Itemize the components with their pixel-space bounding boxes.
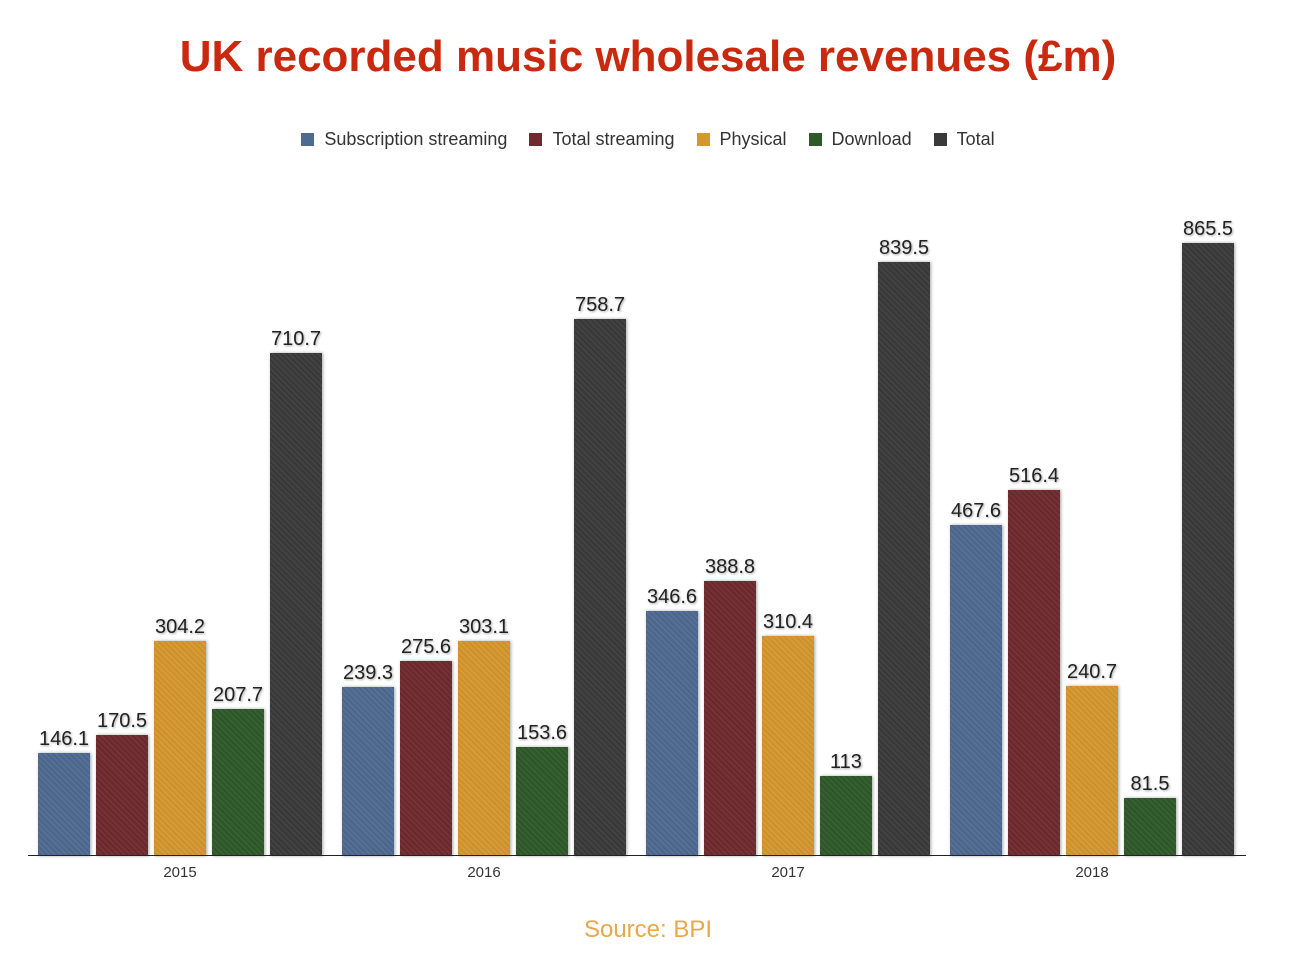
data-label: 865.5 bbox=[1182, 218, 1234, 241]
bar-total-2018 bbox=[1182, 243, 1234, 856]
bar-total-2017 bbox=[878, 261, 930, 856]
data-label: 467.6 bbox=[950, 499, 1002, 522]
data-label: 346.6 bbox=[646, 585, 698, 608]
data-label: 153.6 bbox=[516, 722, 568, 745]
legend-item-subscription-streaming: Subscription streaming bbox=[301, 129, 507, 150]
legend-label: Download bbox=[831, 129, 912, 149]
data-label: 275.6 bbox=[400, 635, 452, 658]
legend-swatch bbox=[529, 133, 543, 146]
bar-subscription-streaming-2016 bbox=[342, 686, 394, 856]
bar-subscription-streaming-2018 bbox=[950, 524, 1002, 856]
legend-swatch bbox=[301, 133, 315, 146]
bar-total-streaming-2017 bbox=[704, 580, 756, 856]
plot-area: 146.1 170.5 304.2 207.7 710.7 239.3 275.6 303.1… bbox=[28, 180, 1246, 856]
data-label: 310.4 bbox=[762, 611, 814, 634]
source-note: Source: BPI bbox=[583, 916, 713, 943]
legend-label: Total bbox=[956, 129, 995, 149]
legend-label: Subscription streaming bbox=[324, 129, 508, 149]
bar-total-streaming-2016 bbox=[400, 660, 452, 856]
x-tick-label: 2017 bbox=[771, 864, 805, 881]
bar-physical-2015 bbox=[154, 640, 206, 856]
bar-physical-2016 bbox=[458, 641, 510, 856]
bar-download-2016 bbox=[516, 747, 568, 856]
data-label: 81.5 bbox=[1130, 773, 1170, 796]
bar-download-2015 bbox=[212, 708, 264, 856]
chart-title: UK recorded music wholesale revenues (£m… bbox=[179, 32, 1117, 81]
legend-item-total-streaming: Total streaming bbox=[529, 129, 675, 150]
data-label: 388.8 bbox=[704, 555, 756, 578]
x-tick-label: 2018 bbox=[1075, 864, 1109, 881]
x-tick-label: 2015 bbox=[163, 864, 197, 881]
data-label: 710.7 bbox=[270, 327, 322, 350]
data-label: 239.3 bbox=[342, 661, 394, 684]
bar-total-2016 bbox=[574, 318, 626, 856]
data-label: 170.5 bbox=[96, 710, 148, 733]
legend-item-physical: Physical bbox=[696, 129, 787, 150]
legend-item-total: Total bbox=[933, 129, 995, 150]
data-label: 758.7 bbox=[574, 293, 626, 316]
bar-download-2018 bbox=[1124, 798, 1176, 856]
x-tick-label: 2016 bbox=[467, 864, 501, 881]
data-label: 839.5 bbox=[878, 236, 930, 259]
legend-label: Physical bbox=[719, 129, 787, 149]
bar-physical-2017 bbox=[762, 636, 814, 856]
data-label: 516.4 bbox=[1008, 465, 1060, 488]
bar-total-streaming-2018 bbox=[1008, 490, 1060, 856]
bar-total-streaming-2015 bbox=[96, 735, 148, 856]
legend-swatch bbox=[808, 133, 822, 146]
x-axis-line bbox=[28, 855, 1246, 856]
data-label: 304.2 bbox=[154, 615, 206, 638]
bar-download-2017 bbox=[820, 776, 872, 856]
bar-subscription-streaming-2015 bbox=[38, 752, 90, 856]
data-label: 240.7 bbox=[1066, 660, 1118, 683]
bar-subscription-streaming-2017 bbox=[646, 610, 698, 856]
legend-item-download: Download bbox=[808, 129, 912, 150]
data-label: 207.7 bbox=[212, 683, 264, 706]
data-label: 303.1 bbox=[458, 616, 510, 639]
legend-swatch bbox=[696, 133, 710, 146]
legend-swatch bbox=[933, 133, 947, 146]
bar-physical-2018 bbox=[1066, 685, 1118, 856]
bar-total-2015 bbox=[270, 352, 322, 856]
legend: Subscription streaming Total streaming P… bbox=[0, 129, 1296, 150]
legend-label: Total streaming bbox=[552, 129, 675, 149]
data-label: 113 bbox=[830, 751, 862, 773]
data-label: 146.1 bbox=[38, 727, 90, 750]
